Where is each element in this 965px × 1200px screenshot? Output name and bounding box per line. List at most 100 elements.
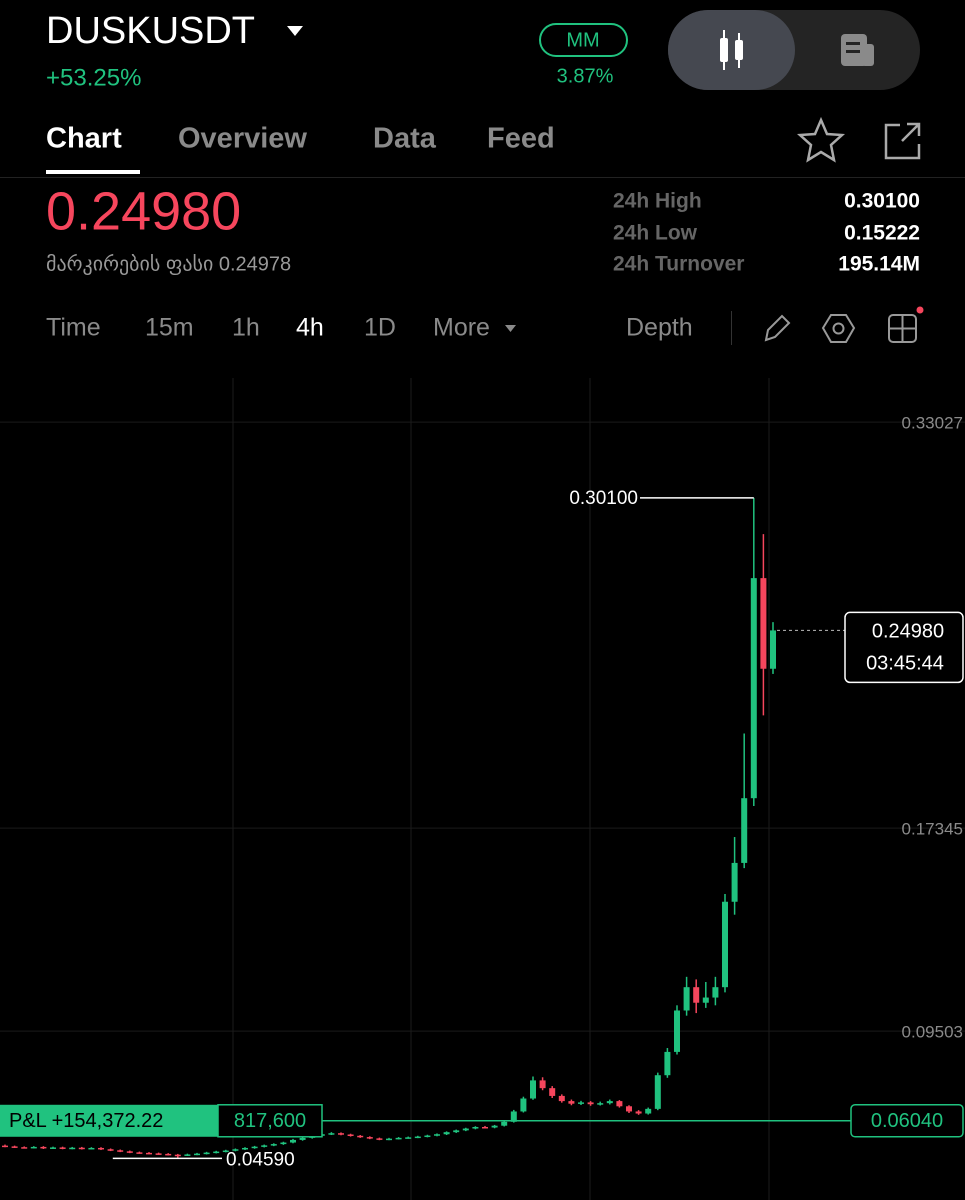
vertical-grid: [232, 378, 770, 1200]
interval[interactable]: 15m: [145, 314, 194, 342]
mm-value: 3.87%: [557, 65, 614, 87]
candle-body: [376, 1138, 383, 1140]
candle-body: [501, 1121, 508, 1126]
candle-body: [184, 1154, 191, 1156]
chart: 0.33027 0.17345 0.09503 0.30100 0.04590 P&L +…: [0, 378, 965, 1200]
candle-body: [597, 1103, 604, 1105]
candle-body: [443, 1132, 450, 1135]
candle-body: [232, 1149, 239, 1151]
candle-view-button[interactable]: [668, 10, 795, 90]
candle-body: [299, 1137, 306, 1140]
candle-body: [347, 1134, 354, 1136]
candle-body: [280, 1142, 287, 1145]
last-price: 0.24980: [46, 181, 241, 241]
draw-icon[interactable]: [764, 314, 791, 342]
candle-body: [395, 1137, 402, 1140]
position-price: 0.06040: [871, 1110, 943, 1132]
min-label: 0.04590: [226, 1149, 295, 1170]
candle-body: [434, 1134, 440, 1136]
pnl-label: P&L +154,372.22: [9, 1110, 163, 1132]
candle-body: [30, 1146, 37, 1149]
candle-body: [616, 1101, 623, 1107]
candle-body: [770, 630, 776, 669]
candle-body: [674, 1010, 680, 1052]
candle-body: [520, 1098, 527, 1112]
candle-body: [11, 1146, 18, 1148]
candle-body: [472, 1126, 479, 1129]
candle-body: [549, 1088, 556, 1096]
tab[interactable]: Data: [373, 123, 437, 155]
candle-body: [510, 1111, 517, 1122]
tab[interactable]: Chart: [46, 123, 122, 155]
stat-value: 195.14M: [838, 253, 920, 276]
interval-active[interactable]: 4h: [296, 314, 324, 342]
interval-more[interactable]: More: [433, 314, 490, 342]
candle-body: [606, 1101, 613, 1104]
candle-body: [645, 1108, 652, 1114]
size-label: 817,600: [234, 1110, 306, 1132]
candle-body: [693, 987, 700, 1003]
candle-body: [626, 1106, 632, 1112]
settings-icon-center: [832, 322, 845, 335]
candle-body: [117, 1150, 124, 1152]
candle-body: [146, 1152, 152, 1155]
candle-icon: [720, 30, 743, 70]
candle-body: [654, 1075, 661, 1109]
tab[interactable]: Overview: [178, 123, 307, 155]
candle-body: [568, 1101, 575, 1104]
candle-body: [290, 1139, 296, 1143]
candle-body: [587, 1102, 594, 1105]
size-box: [217, 1104, 323, 1138]
candle-body: [722, 901, 728, 988]
symbol[interactable]: DUSKUSDT: [46, 10, 255, 52]
candle-body: [136, 1152, 143, 1154]
candle-body: [21, 1147, 28, 1149]
depth-button[interactable]: Depth: [626, 314, 693, 342]
layout-icon[interactable]: [888, 314, 917, 343]
stat-label: 24h Low: [613, 222, 698, 245]
candle-body: [98, 1147, 104, 1150]
separator: [0, 177, 965, 178]
candle-body: [683, 987, 690, 1011]
candle-body: [712, 987, 719, 998]
current-price: 0.24980: [872, 621, 944, 643]
tab[interactable]: Feed: [487, 123, 555, 155]
tab-underline: [46, 170, 140, 174]
candle-body: [251, 1146, 258, 1149]
candle-body: [482, 1126, 488, 1129]
y-tick-label: 0.09503: [902, 1023, 963, 1042]
candle-body: [491, 1125, 498, 1128]
favorite-icon[interactable]: [796, 116, 846, 163]
mm-pill[interactable]: [539, 23, 628, 57]
settings-icon[interactable]: [821, 314, 856, 343]
countdown: 03:45:44: [866, 653, 944, 675]
candle-body: [741, 798, 748, 863]
candle-body: [270, 1144, 277, 1146]
interval[interactable]: 1D: [364, 314, 396, 342]
candle-body: [386, 1138, 392, 1141]
candle-body: [59, 1147, 66, 1149]
mm-label[interactable]: MM: [566, 29, 599, 51]
candle-body: [78, 1147, 85, 1150]
share-icon[interactable]: [884, 122, 921, 160]
candle-body: [2, 1145, 8, 1148]
candle-body: [702, 997, 709, 1003]
candle-body: [126, 1151, 133, 1153]
candle-body: [357, 1135, 364, 1138]
info-view-button[interactable]: [841, 34, 874, 66]
candle-body: [366, 1137, 373, 1139]
candle-body: [760, 578, 767, 669]
candle-body: [750, 578, 757, 799]
interval[interactable]: 1h: [232, 314, 260, 342]
candle-body: [558, 1095, 565, 1102]
candle-body: [40, 1146, 47, 1149]
symbol-dropdown[interactable]: [287, 26, 303, 36]
position-price-box: [850, 1104, 964, 1138]
candle-body: [213, 1151, 220, 1154]
pnl-box: [0, 1104, 218, 1137]
candle-body: [405, 1137, 412, 1139]
candle-body: [328, 1133, 335, 1135]
interval[interactable]: Time: [46, 314, 101, 342]
stat-label: 24h High: [613, 190, 702, 213]
